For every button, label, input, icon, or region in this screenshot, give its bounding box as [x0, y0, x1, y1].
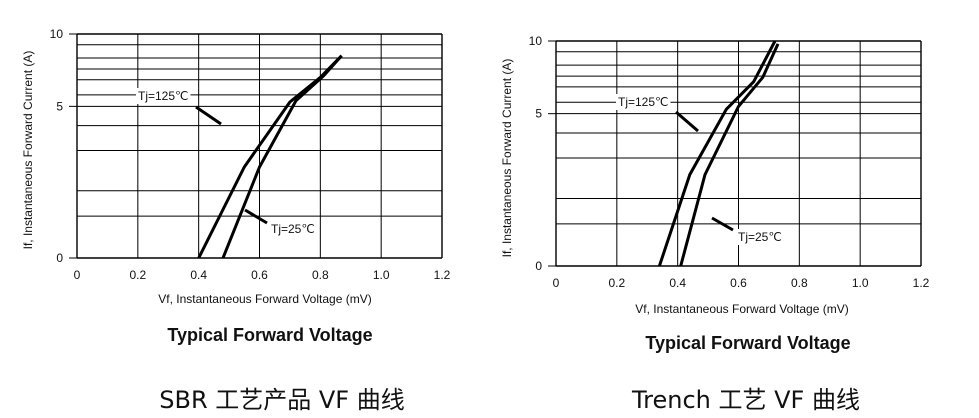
x-tick-label: 0.2: [608, 276, 625, 290]
y-axis-label: If, Instantaneous Forward Current (A): [21, 51, 35, 250]
chart-trench: 0 0.2 0.4 0.6 0.8 1.0 1.2 10 5 0 Tj=125℃ Tj=25℃ Typ…: [500, 34, 930, 414]
annotation-label: Tj=25℃: [738, 230, 782, 244]
x-tick-label: 0.8: [791, 276, 808, 290]
x-tick-label: 0.8: [312, 268, 329, 282]
x-tick-label: 0.6: [251, 268, 268, 282]
annotation-background: [616, 94, 671, 110]
chart-sbr: 0 0.2 0.4 0.6 0.8 1.0 1.2 10 5 0 Tj=125℃ Tj=25℃ Typ…: [21, 27, 451, 414]
x-tick-label: 0: [553, 276, 560, 290]
series-line-tj25: [679, 43, 780, 267]
y-tick-label: 10: [50, 27, 64, 41]
y-tick-label: 0: [56, 251, 63, 265]
annotation-background: [136, 88, 191, 104]
annotation-label: Tj=125℃: [138, 89, 189, 103]
series-line-tj25: [221, 54, 343, 259]
y-axis-label: If, Instantaneous Forward Current (A): [500, 59, 514, 258]
x-axis-label: Vf, Instantaneous Forward Voltage (mV): [158, 292, 371, 306]
x-tick-label: 1.2: [434, 268, 451, 282]
x-tick-label: 0.2: [129, 268, 146, 282]
x-tick-label: 0.4: [190, 268, 207, 282]
chart-title: Typical Forward Voltage: [167, 325, 372, 345]
annotation-background: [269, 221, 317, 237]
annotation-background: [736, 229, 784, 245]
x-tick-label: 1.0: [852, 276, 869, 290]
x-tick-label: 0.4: [669, 276, 686, 290]
y-tick-label: 5: [535, 107, 542, 121]
y-tick-label: 5: [56, 99, 63, 113]
x-axis-label: Vf, Instantaneous Forward Voltage (mV): [635, 302, 848, 316]
x-tick-label: 0.6: [730, 276, 747, 290]
x-tick-label: 1.2: [913, 276, 930, 290]
x-tick-label: 1.0: [373, 268, 390, 282]
annotation-label: Tj=125℃: [618, 95, 669, 109]
annotation-label: Tj=25℃: [271, 222, 315, 236]
x-tick-label: 0: [74, 268, 81, 282]
annotation-arrow: [195, 105, 222, 126]
y-tick-label: 0: [535, 259, 542, 273]
y-tick-label: 10: [529, 34, 543, 48]
chart-title: Typical Forward Voltage: [645, 333, 850, 353]
chart-caption: SBR 工艺产品 VF 曲线: [159, 386, 404, 414]
chart-caption: Trench 工艺 VF 曲线: [631, 386, 860, 414]
annotation-arrow: [711, 216, 734, 232]
series-line-tj125: [657, 40, 777, 267]
annotation-arrow: [244, 208, 268, 225]
annotation-arrow: [675, 110, 699, 133]
